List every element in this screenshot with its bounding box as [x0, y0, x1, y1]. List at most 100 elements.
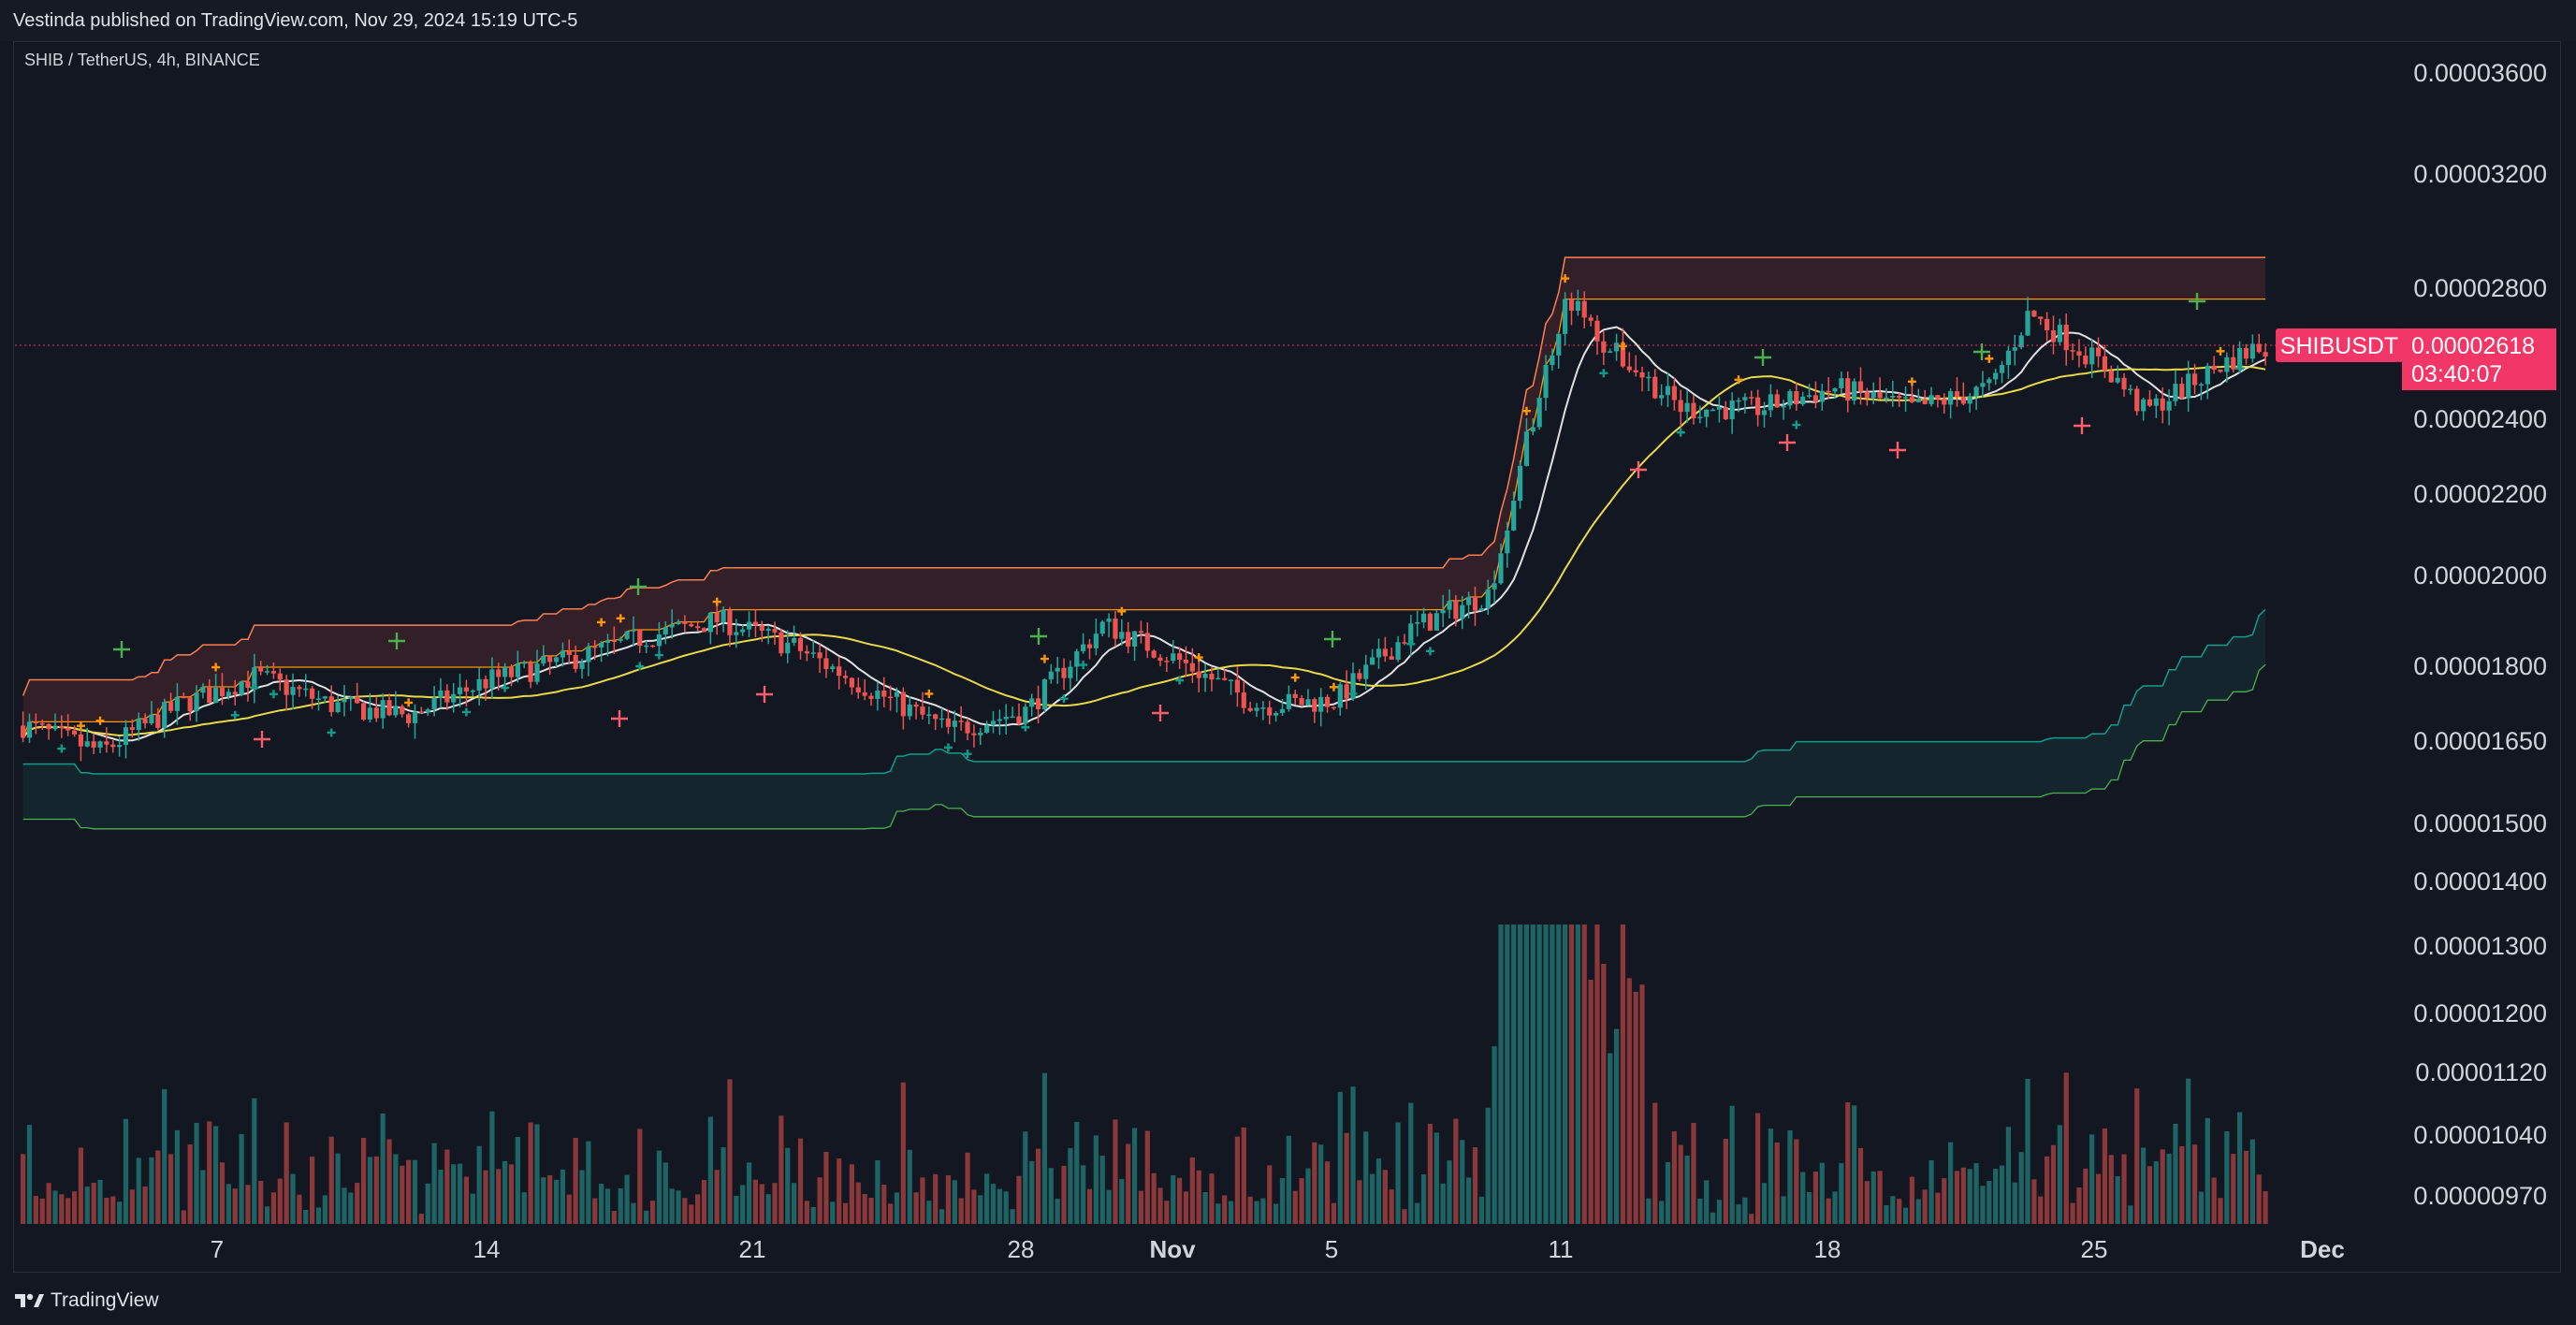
candle-body	[1736, 400, 1741, 402]
candle-body	[1234, 679, 1241, 693]
candle-body	[1742, 397, 1748, 400]
candle-body	[71, 730, 78, 735]
volume-bar	[1331, 1202, 1337, 1224]
volume-bar	[1478, 1196, 1484, 1224]
volume-bar	[1902, 1207, 1909, 1224]
candle-body	[560, 650, 566, 658]
candle-body	[695, 626, 701, 629]
teal-cross-marker	[1792, 420, 1801, 430]
candle-body	[1434, 613, 1439, 631]
signal-markers	[57, 274, 2245, 759]
symbol-tag-label: SHIBUSDT	[2280, 333, 2398, 359]
symbol-tag-bg	[2276, 328, 2404, 362]
volume-bar	[1781, 1196, 1786, 1224]
candle-body	[1106, 619, 1112, 622]
candle-body	[792, 637, 797, 643]
volume-bar	[1055, 1199, 1060, 1224]
candle-body	[2211, 365, 2217, 371]
time-axis[interactable]: 7 14 21 28 Nov 5 11 18 25 Dec	[211, 1235, 2345, 1263]
volume-bar	[46, 1183, 51, 1224]
volume-bar	[1267, 1165, 1273, 1224]
green-cross-signal	[1030, 628, 1047, 645]
candle-body	[810, 652, 816, 654]
candle-body	[1292, 693, 1298, 699]
candle-body	[817, 652, 822, 659]
volume-bar	[779, 1115, 784, 1224]
volume-bar	[1286, 1135, 1291, 1224]
candle-body	[1415, 622, 1420, 624]
green-cross-signal	[630, 578, 647, 595]
volume-bar	[174, 1129, 181, 1224]
candle-body	[400, 706, 405, 715]
candle-body	[920, 706, 925, 715]
tradingview-brand[interactable]: TradingView	[13, 1289, 159, 1312]
volume-bar	[245, 1185, 251, 1224]
candle-body	[2198, 384, 2205, 386]
volume-bar	[1260, 1198, 1266, 1224]
volume-bar	[528, 1122, 533, 1224]
volume-bar	[939, 1209, 945, 1224]
candle-body	[2256, 343, 2262, 353]
volume-bar	[1716, 1200, 1723, 1224]
orange-cross-marker	[924, 689, 934, 698]
candle-body	[1363, 664, 1369, 679]
volume-bar	[1408, 1102, 1414, 1224]
volume-bar	[599, 1184, 604, 1224]
volume-bar	[457, 1163, 463, 1224]
candle-body	[277, 673, 283, 680]
volume-bar	[181, 1210, 186, 1224]
volume-bar	[1074, 1121, 1080, 1224]
candle-body	[219, 688, 226, 696]
candle-body	[2205, 365, 2210, 385]
publish-header	[0, 0, 2576, 41]
candle-body	[2153, 398, 2159, 406]
candle-body	[1023, 706, 1028, 724]
candle-body	[1832, 387, 1838, 392]
candle-body	[373, 707, 379, 719]
candle-body	[644, 645, 649, 648]
candle-body	[1550, 355, 1555, 366]
volume-bar	[322, 1195, 327, 1224]
price-axis[interactable]: 0.00003600 0.00003200 0.00002800 0.00002400…	[2413, 59, 2547, 1210]
volume-bar	[1099, 1156, 1105, 1224]
candle-body	[1126, 632, 1131, 647]
volume-bar	[1157, 1187, 1163, 1224]
volume-bar	[91, 1182, 96, 1224]
candle-body	[631, 630, 636, 632]
volume-bar	[2256, 1174, 2262, 1224]
volume-bar	[997, 1188, 1002, 1224]
volume-bar	[1093, 1135, 1099, 1224]
candle-body	[1768, 394, 1773, 411]
volume-bar	[78, 1147, 84, 1224]
volume-bar	[1402, 1209, 1407, 1224]
candle-body	[1375, 648, 1382, 658]
price-tag-value: 0.00002618	[2411, 333, 2535, 359]
volume-bar	[400, 1165, 405, 1224]
volume-bar	[1960, 1167, 1966, 1224]
candle-body	[720, 609, 726, 623]
volume-bar	[759, 1184, 764, 1224]
time-tick-label: 14	[473, 1235, 501, 1263]
volume-bar	[2166, 1153, 2172, 1224]
volume-bar	[2160, 1149, 2165, 1224]
volume-bar	[1357, 1180, 1362, 1224]
volume-bar	[2025, 1078, 2030, 1224]
ma-slow-line	[22, 365, 2266, 739]
candle-body	[174, 696, 181, 711]
volume-bar	[1068, 1147, 1073, 1224]
candle-body	[1460, 604, 1465, 619]
candle-body	[1061, 667, 1067, 678]
volume-bar	[1646, 1198, 1652, 1224]
candle-body	[1093, 633, 1099, 648]
price-tick-label: 0.00002800	[2413, 274, 2547, 302]
volume-bar	[1613, 1028, 1620, 1224]
candle-body	[380, 700, 386, 719]
volume-bar	[1138, 1190, 1144, 1224]
candle-body	[1171, 653, 1176, 662]
volume-bar	[277, 1178, 283, 1224]
candle-body	[2179, 384, 2185, 399]
upper-band-line	[22, 256, 2266, 696]
volume-bar	[1749, 1214, 1754, 1224]
price-tick-label: 0.00001200	[2413, 999, 2547, 1027]
